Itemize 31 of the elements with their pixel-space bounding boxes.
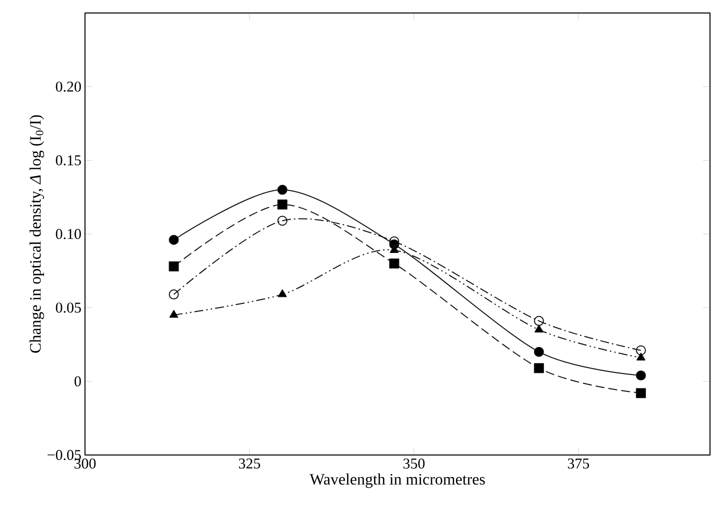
y-tick-label: 0 [74, 376, 81, 386]
y-tick-label: 0.10 [56, 228, 81, 240]
point [390, 245, 399, 253]
y-axis-title: Change in optical density, Δ log (I$_{0}$/I) [30, 115, 44, 353]
x-tick-label: 350 [403, 458, 425, 469]
point [278, 289, 287, 298]
point [534, 363, 544, 374]
y-tick-label: 0.15 [56, 155, 81, 166]
y-tick-label: 0.20 [56, 82, 81, 92]
x-tick-label: 375 [568, 458, 590, 469]
x-tick-label: 300 [74, 458, 96, 469]
point [534, 324, 544, 333]
point [636, 388, 646, 398]
point [636, 370, 646, 380]
point [277, 216, 288, 226]
point [169, 310, 178, 318]
point [168, 289, 179, 300]
point [534, 346, 544, 357]
point [534, 316, 544, 326]
x-tick-label: 325 [238, 458, 260, 469]
point [389, 258, 400, 268]
point [168, 234, 179, 245]
point [168, 261, 179, 272]
point [277, 184, 288, 195]
point [277, 200, 288, 210]
point [636, 345, 646, 356]
point [389, 236, 400, 246]
y-tick-label: 0.05 [56, 302, 81, 313]
x-axis-title: Wavelength in micrometres [310, 473, 485, 488]
point [636, 352, 646, 361]
y-tick-label: −0.05 [48, 450, 81, 460]
